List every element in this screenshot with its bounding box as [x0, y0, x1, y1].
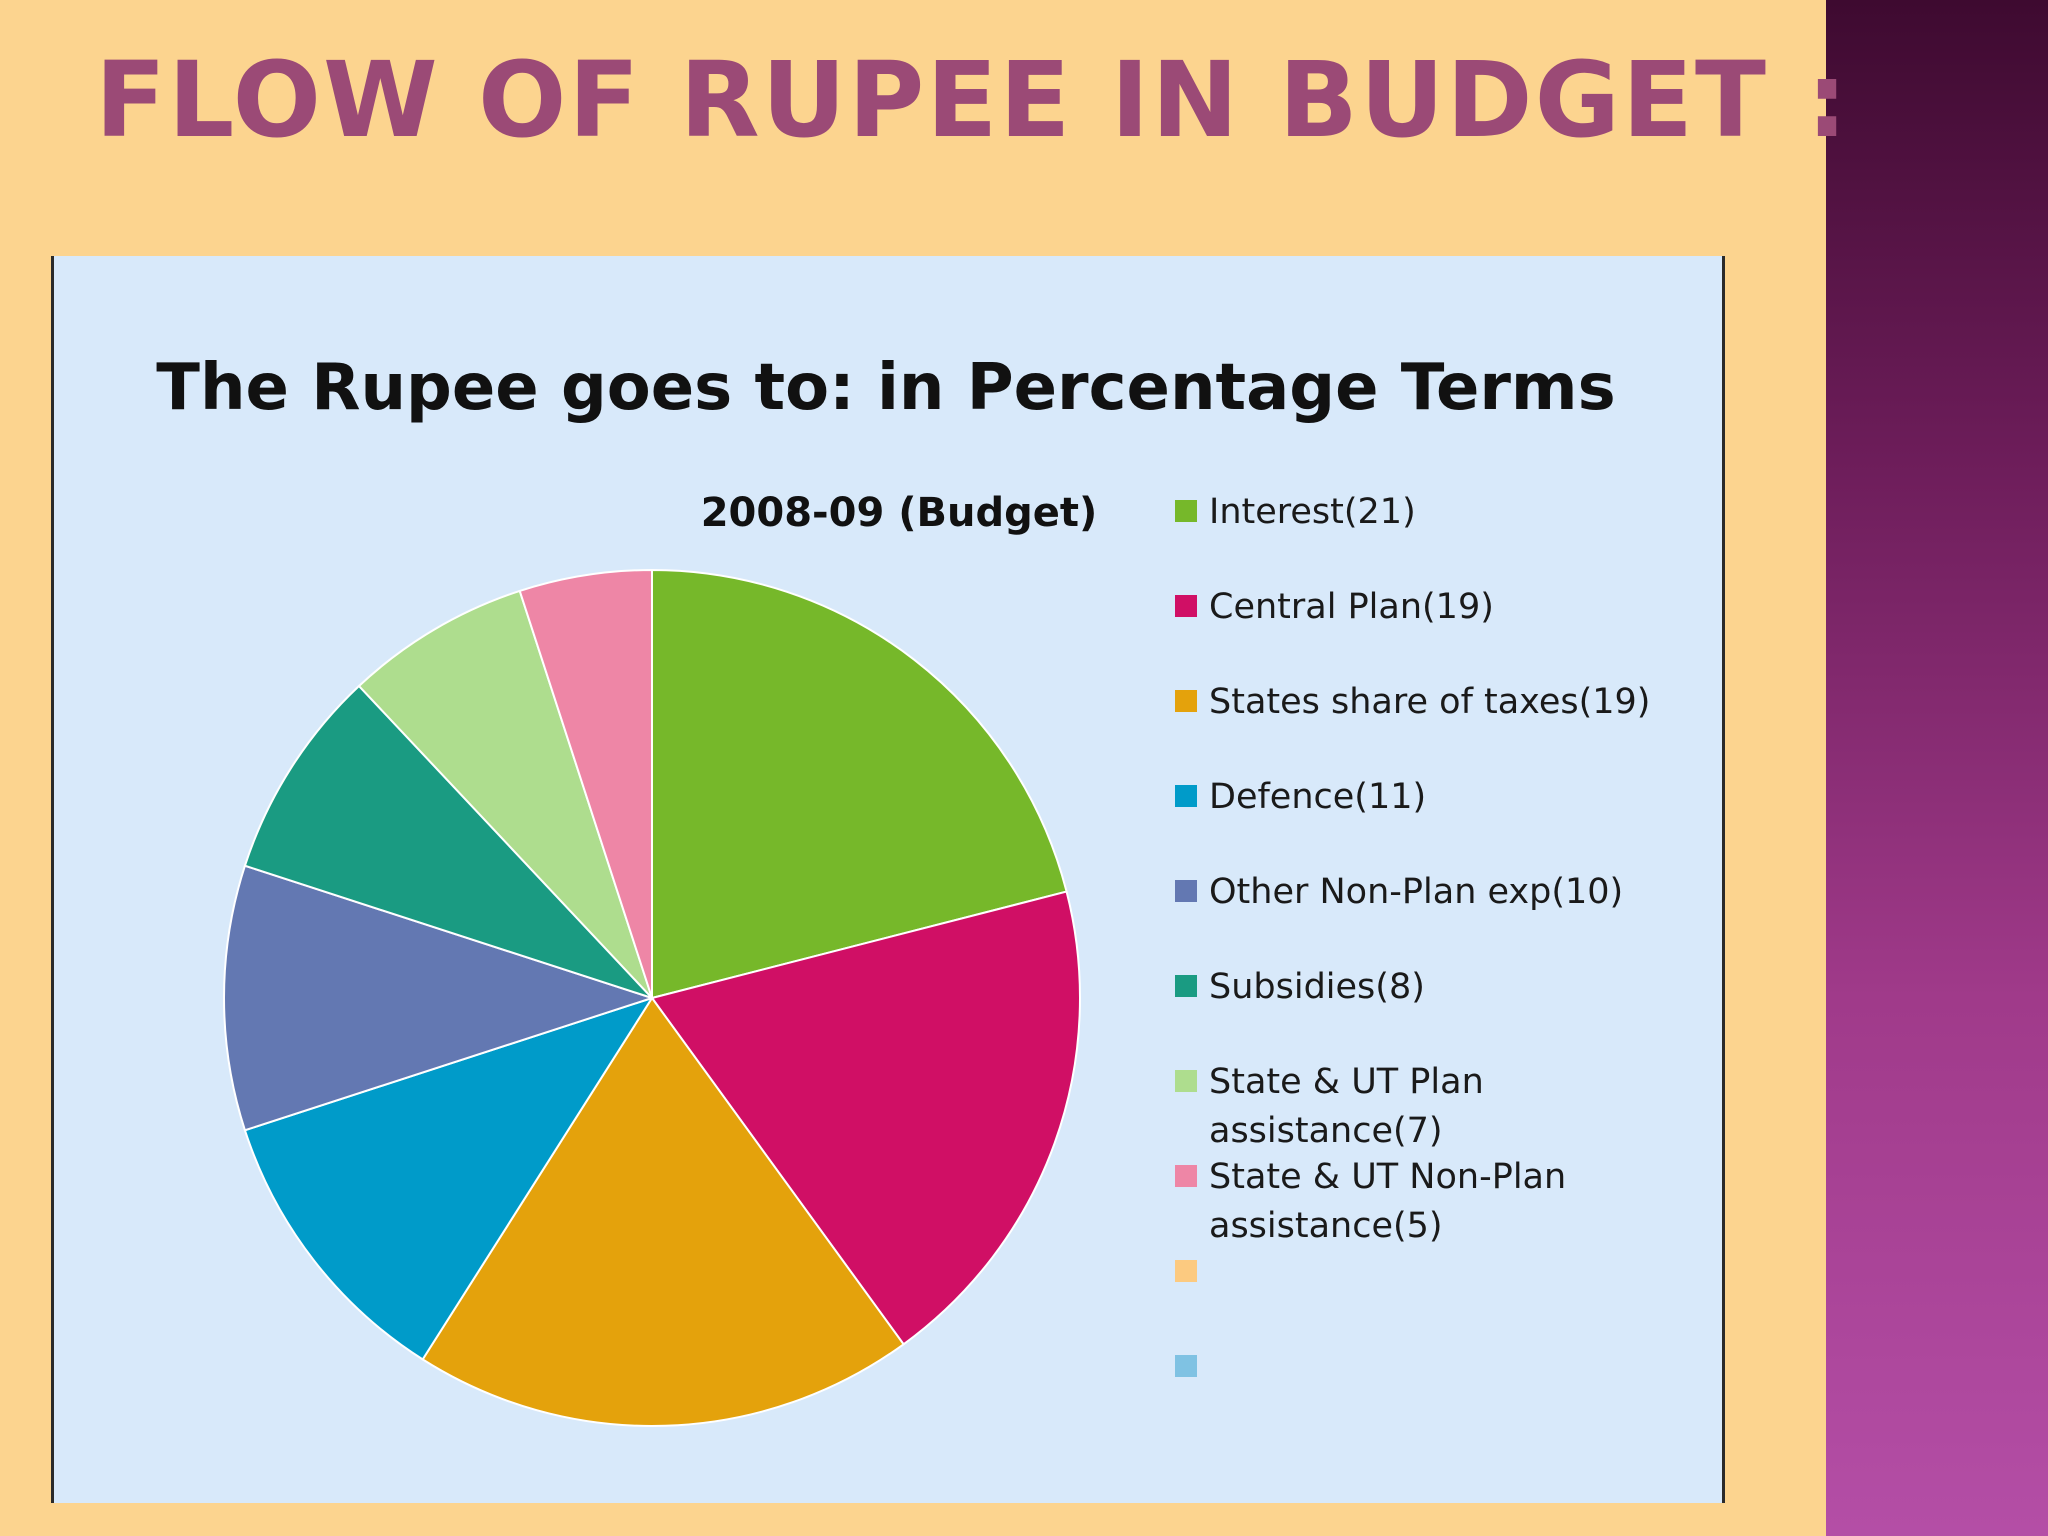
legend-label-1: Interest(21)	[1209, 492, 1416, 532]
chart-subtitle: 2008-09 (Budget)	[701, 490, 1098, 536]
legend-swatch-7	[1175, 1070, 1197, 1092]
legend-label-7: State & UT Plan assistance(7)	[1209, 1062, 1484, 1151]
slide-title: FLOW OF RUPEE IN BUDGET :	[95, 39, 1850, 161]
legend-label-8: State & UT Non-Plan assistance(5)	[1209, 1157, 1566, 1246]
pie-slice-4	[243, 996, 655, 1361]
pie-slice-1	[651, 568, 1068, 1000]
legend-swatch-3	[1175, 690, 1197, 712]
legend-label-2: Central Plan(19)	[1209, 587, 1494, 627]
chart-panel: The Rupee goes to: in Percentage Terms 2…	[51, 256, 1725, 1503]
pie-chart: The Rupee goes to: in Percentage Terms 2…	[156, 351, 1650, 1427]
legend-swatch-5	[1175, 880, 1197, 902]
pie-slice-7	[357, 589, 653, 999]
legend-empty-swatch-2	[1175, 1355, 1197, 1377]
legend-swatch-1	[1175, 500, 1197, 522]
decorative-side-band	[1826, 0, 2048, 1536]
legend-swatch-4	[1175, 785, 1197, 807]
legend-swatch-8	[1175, 1165, 1197, 1187]
legend-swatch-6	[1175, 975, 1197, 997]
pie-slice-6	[243, 684, 653, 999]
legend-empty-swatch-1	[1175, 1260, 1197, 1282]
pie-slice-3	[421, 996, 905, 1427]
pie-slice-8	[518, 568, 653, 999]
chart-title: The Rupee goes to: in Percentage Terms	[156, 351, 1615, 425]
pie-slice-2	[650, 890, 1081, 1346]
chart-legend: Interest(21) Central Plan(19) States share…	[1175, 492, 1650, 1377]
legend-label-4: Defence(11)	[1209, 777, 1426, 817]
legend-label-6: Subsidies(8)	[1209, 967, 1425, 1007]
legend-label-5: Other Non-Plan exp(10)	[1209, 872, 1623, 912]
pie-slices	[223, 568, 1081, 1427]
pie-slice-5	[223, 864, 656, 1132]
legend-swatch-2	[1175, 595, 1197, 617]
legend-label-3: States share of taxes(19)	[1209, 682, 1650, 722]
